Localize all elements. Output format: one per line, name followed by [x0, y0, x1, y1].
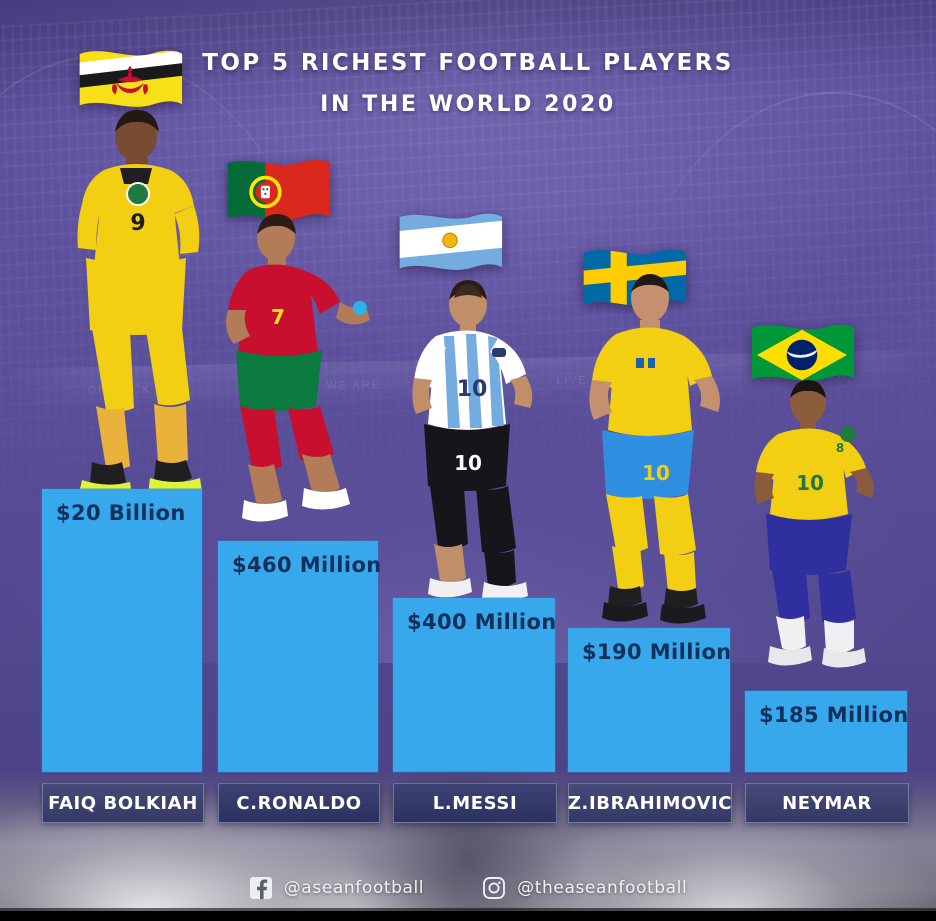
player-image-cristiano-ronaldo: 7 — [218, 212, 388, 532]
player-name: L.MESSI — [432, 792, 518, 814]
name-plate-lionel-messi[interactable]: L.MESSI — [393, 783, 557, 823]
name-plate-faiq-bolkiah[interactable]: FAIQ BOLKIAH — [42, 783, 204, 823]
svg-text:7: 7 — [271, 305, 285, 329]
name-plate-cristiano-ronaldo[interactable]: C.RONALDO — [218, 783, 380, 823]
bar-value-label: $460 Million — [232, 553, 382, 577]
facebook-link[interactable]: @aseanfootball — [249, 876, 424, 900]
title-line-2: IN THE WORLD 2020 — [320, 92, 616, 117]
social-footer: @aseanfootball @theaseanfootball — [0, 873, 936, 903]
player-name: NEYMAR — [782, 792, 872, 814]
sweden-flag — [580, 243, 688, 317]
player-name: C.RONALDO — [236, 792, 362, 814]
letterbox-strip — [0, 908, 936, 911]
player-name: Z.IBRAHIMOVIC — [567, 792, 733, 814]
facebook-handle: @aseanfootball — [283, 878, 425, 898]
bar-zlatan-ibrahimovic[interactable]: $190 Million — [568, 628, 732, 772]
bar-value-label: $20 Billion — [56, 501, 186, 525]
instagram-link[interactable]: @theaseanfootball — [482, 876, 687, 900]
svg-text:10: 10 — [642, 461, 670, 485]
player-image-faiq-bolkiah: 9 — [58, 108, 228, 503]
argentina-flag — [396, 207, 504, 281]
bar-cristiano-ronaldo[interactable]: $460 Million — [218, 541, 381, 772]
page-title: TOP 5 RICHEST FOOTBALL PLAYERS IN THE WO… — [0, 42, 936, 126]
brazil-flag — [748, 318, 856, 392]
svg-text:10: 10 — [457, 377, 488, 402]
bar-lionel-messi[interactable]: $400 Million — [393, 598, 557, 772]
facebook-icon — [249, 877, 272, 899]
player-image-zlatan-ibrahimovic: 10 — [578, 272, 743, 632]
letterbox-bottom — [0, 911, 936, 921]
svg-text:8: 8 — [836, 441, 844, 455]
svg-text:10: 10 — [796, 471, 824, 495]
brunei-flag — [76, 44, 184, 118]
name-plate-zlatan-ibrahimovic[interactable]: Z.IBRAHIMOVIC — [568, 783, 732, 823]
player-name: FAIQ BOLKIAH — [48, 792, 198, 814]
player-image-neymar: 10 8 — [748, 378, 908, 678]
portugal-flag — [224, 155, 332, 229]
bar-value-label: $400 Million — [407, 610, 557, 634]
bar-faiq-bolkiah[interactable]: $20 Billion — [42, 489, 202, 772]
instagram-handle: @theaseanfootball — [517, 878, 688, 898]
svg-text:9: 9 — [130, 211, 145, 236]
bar-value-label: $185 Million — [759, 703, 909, 727]
bar-neymar[interactable]: $185 Million — [745, 691, 909, 772]
instagram-icon — [483, 877, 506, 899]
player-image-lionel-messi: 10 10 — [396, 278, 556, 618]
bar-value-label: $190 Million — [582, 640, 732, 664]
title-line-1: TOP 5 RICHEST FOOTBALL PLAYERS — [202, 50, 734, 76]
svg-text:10: 10 — [454, 451, 482, 475]
name-plate-neymar[interactable]: NEYMAR — [745, 783, 909, 823]
